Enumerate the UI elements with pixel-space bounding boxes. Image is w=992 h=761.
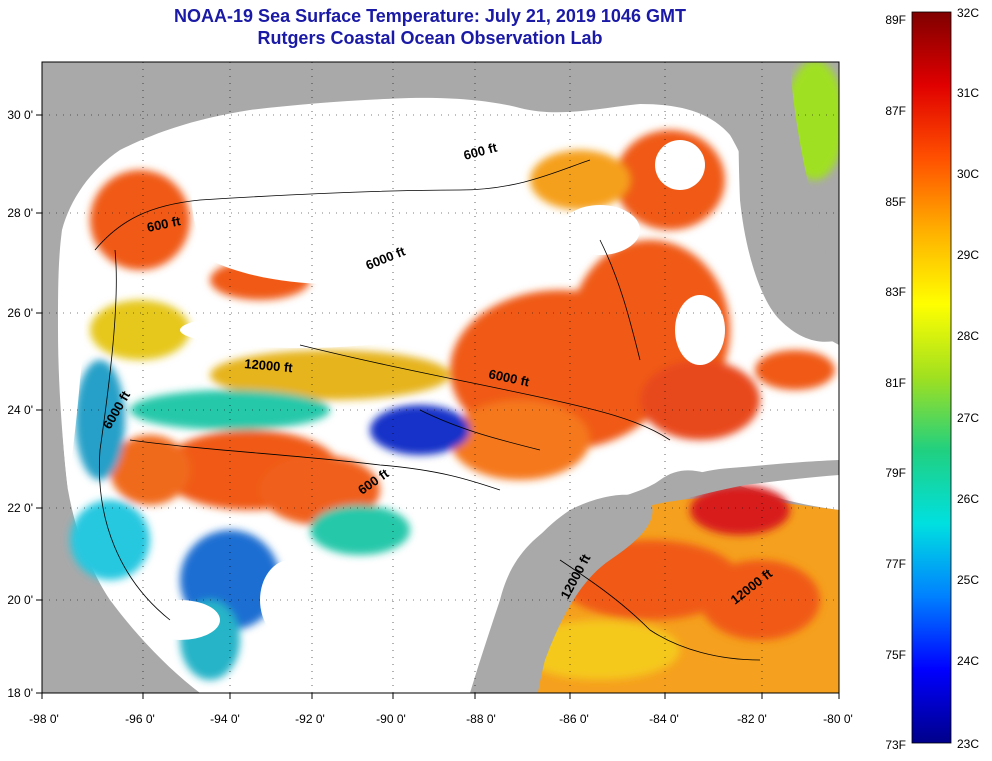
colorbar-f-label: 75F <box>885 648 906 662</box>
graticule <box>42 62 839 693</box>
colorbar-c-label: 28C <box>957 329 979 343</box>
lat-label: 30 0' <box>7 108 33 122</box>
colorbar-c-label: 23C <box>957 737 979 751</box>
colorbar-f-label: 87F <box>885 104 906 118</box>
colorbar-f-label: 79F <box>885 466 906 480</box>
map-subtitle: Rutgers Coastal Ocean Observation Lab <box>257 28 603 48</box>
florida-land <box>738 62 839 342</box>
lon-label: -84 0' <box>649 712 679 726</box>
map-frame <box>41 61 840 694</box>
map-title: NOAA-19 Sea Surface Temperature: July 21… <box>174 6 686 26</box>
colorbar-f-label: 83F <box>885 285 906 299</box>
colorbar-c-label: 30C <box>957 167 979 181</box>
colorbar-c-label: 31C <box>957 86 979 100</box>
lat-label: 26 0' <box>7 306 33 320</box>
lon-label: -98 0' <box>29 712 59 726</box>
lat-label: 20 0' <box>7 593 33 607</box>
colorbar-c-label: 27C <box>957 411 979 425</box>
cuba-land <box>640 460 839 503</box>
lon-label: -92 0' <box>295 712 325 726</box>
lon-label: -94 0' <box>210 712 240 726</box>
colorbar-f-label: 81F <box>885 376 906 390</box>
colorbar-f-label: 77F <box>885 557 906 571</box>
contour-label: 12000 ft <box>244 356 294 375</box>
colorbar-c-label: 25C <box>957 573 979 587</box>
colorbar-c-label: 29C <box>957 248 979 262</box>
lat-label: 22 0' <box>7 501 33 515</box>
cloud-cover <box>60 116 725 640</box>
colorbar-c-label: 26C <box>957 492 979 506</box>
lon-label: -88 0' <box>466 712 496 726</box>
colorbar-c-label: 24C <box>957 654 979 668</box>
colorbar-f-label: 89F <box>885 13 906 27</box>
lat-label: 28 0' <box>7 206 33 220</box>
colorbar <box>911 11 952 744</box>
lon-label: -90 0' <box>376 712 406 726</box>
lat-label: 18 0' <box>7 686 33 700</box>
axis-ticks <box>36 114 840 699</box>
colorbar-c-label: 32C <box>957 6 979 20</box>
lon-label: -82 0' <box>737 712 767 726</box>
lon-label: -80 0' <box>823 712 853 726</box>
yucatan-land <box>470 494 653 693</box>
lon-label: -96 0' <box>125 712 155 726</box>
colorbar-f-label: 73F <box>885 738 906 752</box>
contour-label: 600 ft <box>146 213 183 235</box>
lat-label: 24 0' <box>7 403 33 417</box>
lon-label: -86 0' <box>559 712 589 726</box>
bathymetry-contours <box>94 159 761 661</box>
colorbar-f-label: 85F <box>885 195 906 209</box>
